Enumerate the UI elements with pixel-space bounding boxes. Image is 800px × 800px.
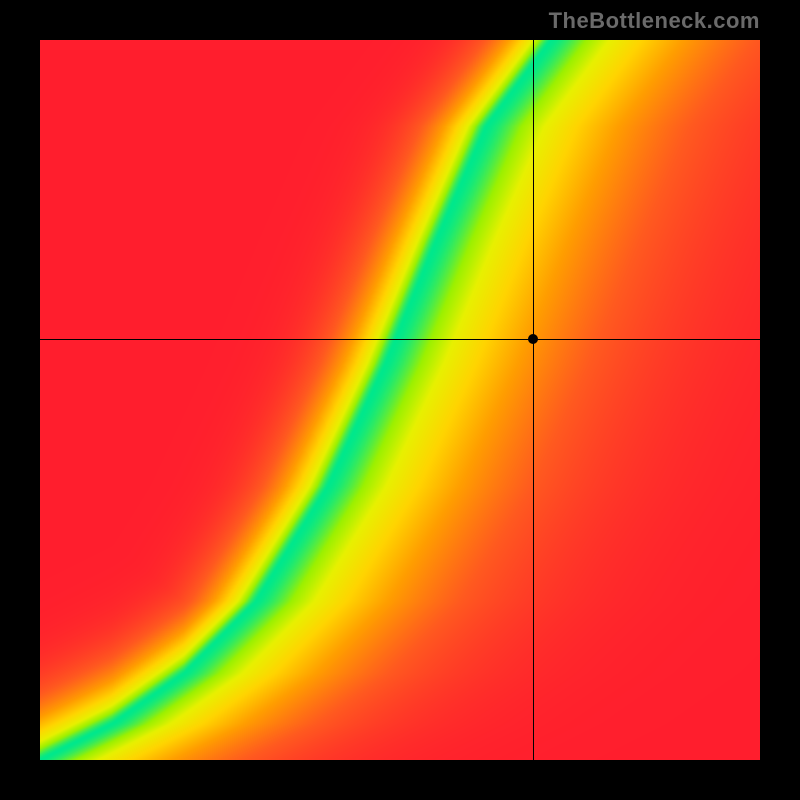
plot-area	[40, 40, 760, 760]
heatmap-canvas	[40, 40, 760, 760]
watermark-text: TheBottleneck.com	[549, 8, 760, 34]
figure-frame: TheBottleneck.com	[0, 0, 800, 800]
